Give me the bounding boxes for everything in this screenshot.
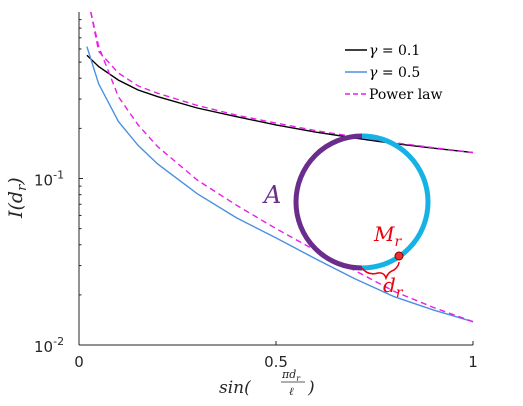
axes-frame bbox=[78, 12, 473, 346]
x-tick-label: 0 bbox=[74, 353, 84, 371]
inset-label-a: A bbox=[262, 181, 281, 209]
plot-area bbox=[79, 12, 473, 345]
x-axis-title-fraction-den: ℓ bbox=[289, 385, 294, 398]
tick-marks bbox=[78, 19, 474, 346]
y-tick-label: 10-2 bbox=[34, 335, 64, 356]
inset-distance-brace bbox=[361, 261, 400, 281]
legend-label-2: Power law bbox=[369, 87, 443, 103]
legend: γ = 0.1 γ = 0.5 Power law bbox=[345, 43, 443, 103]
legend-label-0: γ = 0.1 bbox=[369, 43, 420, 59]
inset-point-mr bbox=[394, 251, 404, 261]
y-tick-labels: 10-1 10-2 bbox=[34, 169, 64, 357]
x-tick-label: 0.5 bbox=[264, 353, 288, 371]
y-axis-title: I(dr) bbox=[5, 177, 30, 219]
y-tick-label: 10-1 bbox=[34, 169, 64, 190]
inset-arc-purple bbox=[293, 133, 363, 271]
inset-arc-blue bbox=[361, 133, 431, 271]
x-axis-title-close: ) bbox=[307, 378, 315, 398]
series-line-1 bbox=[86, 46, 474, 323]
x-axis-title-main: sin( bbox=[219, 378, 251, 398]
series-line-2 bbox=[90, 11, 474, 323]
inset-label-mr: Mr bbox=[373, 222, 402, 250]
x-axis-title: sin( bbox=[219, 378, 251, 398]
legend-label-1: γ = 0.5 bbox=[369, 65, 420, 81]
inset-label-dr: dr bbox=[383, 273, 404, 301]
x-tick-labels: 0 0.5 1 bbox=[74, 353, 478, 371]
x-axis-title-fraction-num: πdr bbox=[281, 368, 301, 383]
x-tick-label: 1 bbox=[468, 353, 478, 371]
inset-diagram: A Mr dr bbox=[262, 133, 431, 301]
